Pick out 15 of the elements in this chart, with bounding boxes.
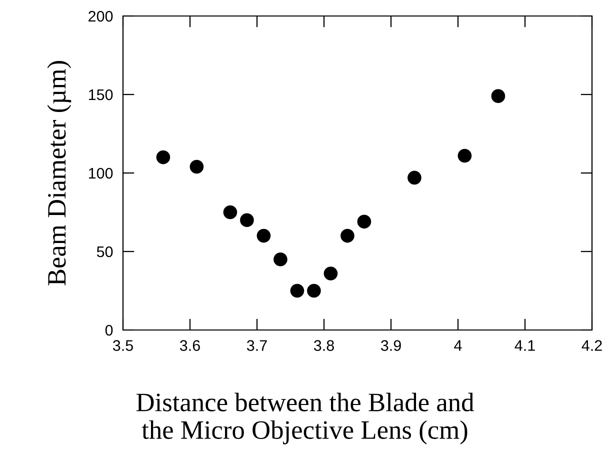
x-tick-label: 3.6 — [180, 340, 200, 351]
x-tick-label: 3.8 — [314, 340, 334, 351]
x-tick-label: 4.2 — [582, 340, 602, 351]
x-tick-label: 3.5 — [112, 340, 133, 351]
y-tick-label: 50 — [96, 246, 113, 258]
y-tick-label: 200 — [88, 10, 113, 22]
y-tick-label: 0 — [105, 324, 113, 336]
x-tick-label: 4.1 — [514, 340, 535, 351]
x-tick-label: 4 — [454, 340, 462, 351]
y-tick-label: 150 — [88, 89, 113, 100]
y-axis-title: Beam Diameter (µm) — [47, 61, 72, 286]
y-tick-label: 100 — [88, 168, 113, 179]
x-tick-label: 3.7 — [246, 340, 267, 351]
x-axis-title: Distance between the Blade and the Micro Objective Lens (cm) — [136, 392, 474, 444]
x-tick-label: 3.9 — [380, 340, 401, 351]
